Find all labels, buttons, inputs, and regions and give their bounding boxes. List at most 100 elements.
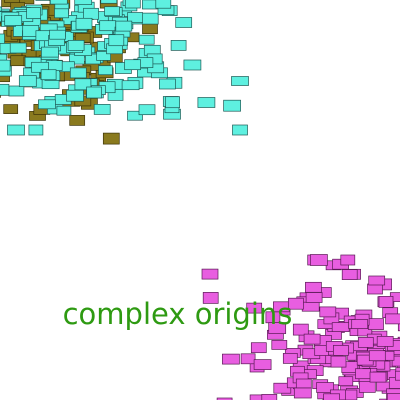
magenta-tile: [293, 387, 312, 399]
cyan-tile: [49, 29, 66, 40]
cyan-tile: [0, 59, 11, 72]
cyan-tile: [121, 80, 140, 91]
magenta-tile: [282, 353, 298, 364]
cyan-tile: [28, 124, 44, 136]
cyan-tile: [197, 97, 216, 108]
cyan-tile: [115, 20, 133, 32]
cyan-tile: [100, 0, 118, 4]
olive-tile: [102, 132, 120, 145]
magenta-tile: [319, 306, 337, 318]
cyan-tile: [98, 65, 113, 76]
cyan-tile: [138, 104, 156, 116]
magenta-tile: [240, 353, 256, 365]
magenta-tile: [265, 311, 281, 324]
cyan-tile: [170, 40, 187, 51]
olive-tile: [17, 0, 35, 5]
cyan-tile: [41, 46, 59, 58]
magenta-tile: [268, 322, 287, 334]
magenta-tile: [201, 268, 219, 280]
cyan-tile: [124, 0, 141, 9]
magenta-tile: [310, 254, 328, 266]
cyan-tile: [0, 53, 8, 65]
cyan-tile: [9, 42, 27, 54]
cyan-tile: [93, 104, 111, 115]
magenta-tile: [368, 318, 384, 330]
magenta-tile: [355, 368, 371, 380]
cyan-tile: [165, 96, 180, 109]
cyan-tile: [108, 34, 125, 47]
magenta-tile: [271, 340, 288, 350]
magenta-tile: [395, 370, 400, 381]
cyan-tile-cluster: [0, 0, 249, 136]
magenta-tile: [216, 397, 233, 400]
cyan-tile: [96, 51, 111, 61]
cyan-tile: [127, 110, 143, 121]
magenta-tile: [305, 281, 322, 293]
cyan-tile: [38, 99, 56, 110]
olive-tile: [4, 0, 20, 3]
cyan-tile: [127, 12, 143, 23]
magenta-tile: [351, 319, 369, 329]
cyan-tile: [138, 34, 155, 45]
cyan-tile: [86, 86, 102, 99]
cyan-tile: [31, 61, 49, 73]
cyan-tile: [232, 124, 248, 136]
olive-tile: [3, 104, 19, 114]
magenta-tile: [249, 394, 266, 400]
magenta-tile: [378, 296, 394, 308]
cyan-tile: [107, 89, 124, 101]
cyan-tile: [0, 33, 5, 45]
magenta-tile: [367, 283, 383, 295]
cyan-tile: [175, 17, 193, 28]
magenta-tile: [261, 394, 278, 400]
cyan-tile: [66, 89, 84, 102]
magenta-tile: [385, 313, 400, 325]
cyan-tile: [4, 15, 23, 26]
cyan-tile: [223, 99, 241, 112]
cyan-tile: [99, 20, 117, 32]
magenta-tile: [301, 301, 320, 312]
magenta-tile: [341, 269, 358, 280]
olive-tile: [10, 55, 27, 67]
cyan-tile: [0, 83, 10, 96]
magenta-tile: [273, 382, 292, 394]
magenta-tile: [376, 336, 394, 347]
magenta-tile: [358, 381, 376, 393]
cyan-tile: [231, 76, 249, 86]
magenta-tile: [253, 359, 272, 370]
cyan-tile: [69, 67, 87, 79]
cyan-tile: [41, 79, 60, 90]
magenta-tile: [330, 355, 347, 368]
cyan-tile: [75, 17, 93, 30]
cyan-tile: [141, 12, 159, 25]
magenta-tile: [368, 350, 386, 362]
magenta-tile: [338, 376, 354, 387]
cyan-tile: [54, 8, 69, 19]
cyan-tile: [74, 0, 93, 5]
olive-tile: [142, 23, 158, 35]
magenta-tile: [386, 393, 400, 400]
cyan-tile: [7, 124, 25, 136]
cyan-tile: [74, 78, 92, 91]
magenta-tile: [369, 371, 387, 383]
magenta-tile: [250, 342, 267, 354]
cyan-tile: [104, 6, 120, 17]
magenta-tile: [273, 301, 290, 313]
cyan-tile: [49, 0, 68, 5]
magenta-tile: [222, 353, 240, 365]
cyan-tile: [26, 7, 41, 19]
cyan-tile: [56, 105, 72, 116]
cyan-tile: [18, 75, 37, 87]
magenta-tile: [333, 345, 349, 356]
cyan-tile: [183, 59, 202, 71]
cyan-tile: [159, 78, 176, 90]
cyan-tile: [8, 85, 25, 97]
magenta-tile: [246, 302, 263, 314]
cyan-tile: [67, 40, 85, 51]
magenta-tile: [202, 292, 219, 304]
magenta-tile: [323, 393, 340, 400]
olive-tile: [69, 115, 86, 126]
magenta-tile-cluster: [201, 254, 400, 400]
